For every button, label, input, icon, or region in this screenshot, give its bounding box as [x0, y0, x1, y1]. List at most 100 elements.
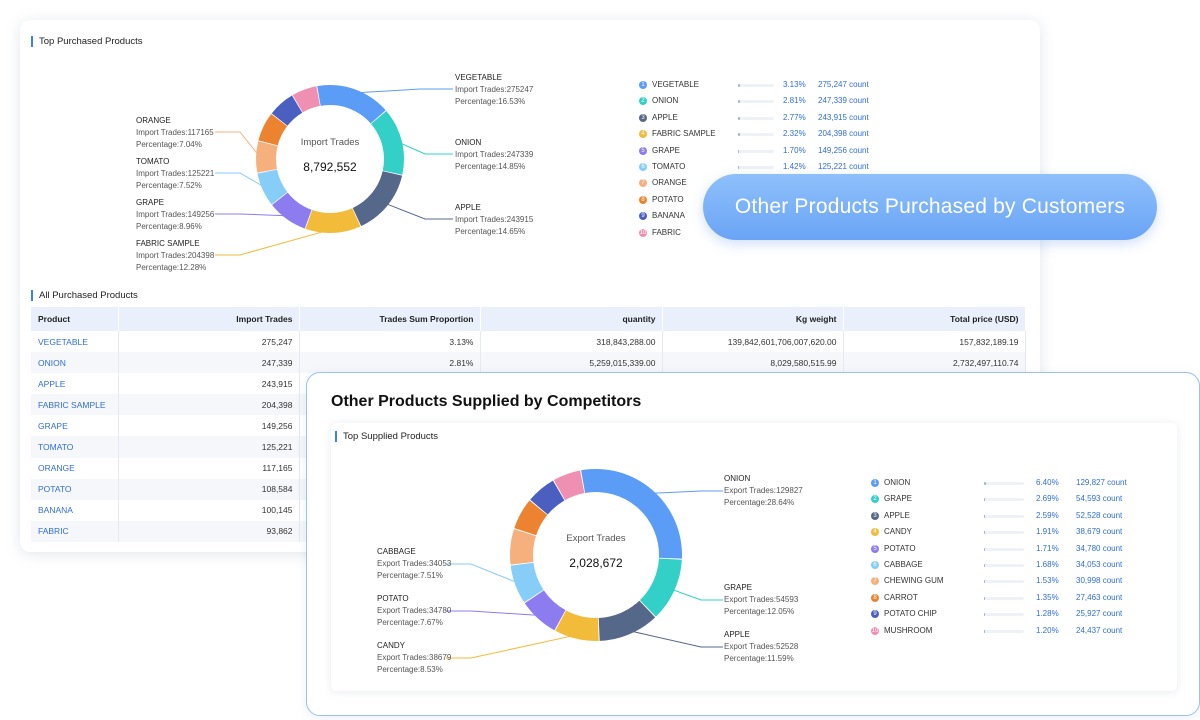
donut-slice-grape[interactable]: [639, 558, 682, 617]
legend-item[interactable]: 9 POTATO CHIP 1.28% 25,927 count: [871, 608, 1171, 624]
purchased-by-customers-banner[interactable]: Other Products Purchased by Customers: [703, 174, 1157, 240]
donut-slice-fabric-sample[interactable]: [305, 208, 361, 233]
legend-name: TOMATO: [652, 161, 686, 171]
legend-item[interactable]: 2 ONION 2.81% 247,339 count: [639, 95, 939, 111]
table-cell: 100,145: [118, 499, 300, 521]
legend-item[interactable]: 10 MUSHROOM 1.20% 24,437 count: [871, 625, 1171, 641]
legend-name: ONION: [652, 96, 679, 106]
share-bar-fill: [738, 133, 740, 137]
donut-slice-orange[interactable]: [255, 141, 278, 173]
share-bar: [984, 514, 1024, 518]
donut-slice-apple[interactable]: [352, 171, 403, 227]
product-link[interactable]: ORANGE: [31, 457, 119, 479]
legend-count: 27,463 count: [1076, 592, 1123, 602]
legend-item[interactable]: 5 POTATO 1.71% 34,780 count: [871, 543, 1171, 559]
product-link[interactable]: FABRIC: [31, 520, 119, 542]
callout-name: ONION: [455, 138, 482, 147]
legend-count: 243,915 count: [818, 112, 869, 122]
product-link[interactable]: FABRIC SAMPLE: [31, 394, 119, 416]
donut-slice-potato[interactable]: [258, 114, 288, 146]
legend-name: CARROT: [884, 592, 918, 602]
legend-percentage: 1.68%: [1036, 559, 1059, 569]
legend-count: 275,247 count: [818, 80, 869, 89]
product-link[interactable]: VEGETABLE: [31, 331, 119, 353]
donut-center-label: Export Trades: [566, 533, 625, 544]
donut-slice-banana[interactable]: [271, 95, 303, 126]
legend-item[interactable]: 4 CANDY 1.91% 38,679 count: [871, 526, 1171, 542]
legend-item[interactable]: 8 CARROT 1.35% 27,463 count: [871, 592, 1171, 608]
col-kg-weight[interactable]: Kg weight: [662, 307, 844, 331]
donut-slice-apple[interactable]: [598, 600, 656, 641]
donut-slice-chewing-gum[interactable]: [510, 529, 536, 565]
leader-line: [397, 141, 453, 155]
legend-item[interactable]: 6 TOMATO 1.42% 125,221 count: [639, 161, 939, 177]
donut-slice-fabric[interactable]: [292, 86, 321, 113]
share-bar-fill: [738, 116, 740, 120]
rank-badge: 10: [871, 626, 879, 635]
legend-item[interactable]: 4 FABRIC SAMPLE 2.32% 204,398 count: [639, 128, 939, 144]
callout-cabbage: CABBAGE Export Trades:34053 Percentage:7…: [377, 547, 452, 580]
legend-item[interactable]: 1 ONION 6.40% 129,827 count: [871, 477, 1171, 493]
rank-badge: 2: [639, 97, 647, 106]
donut-slice-potato-chip[interactable]: [530, 480, 565, 515]
donut-slice-vegetable[interactable]: [317, 84, 386, 124]
legend-percentage: 1.35%: [1036, 592, 1059, 602]
donut-slice-candy[interactable]: [555, 610, 599, 641]
share-bar-fill: [984, 563, 985, 567]
legend-name: GRAPE: [652, 145, 681, 155]
share-bar-fill: [984, 580, 985, 584]
product-link[interactable]: POTATO: [31, 478, 119, 500]
legend-percentage: 2.81%: [783, 96, 806, 106]
legend-percentage: 1.28%: [1036, 609, 1059, 619]
leader-line: [215, 228, 334, 256]
legend-percentage: 2.59%: [1036, 510, 1059, 520]
donut-slice-carrot[interactable]: [514, 500, 548, 536]
legend-percentage: 1.71%: [1036, 543, 1059, 553]
legend-count: 25,927 count: [1076, 609, 1123, 619]
table-cell: 149,256: [118, 415, 300, 437]
legend-name: POTATO CHIP: [884, 609, 937, 619]
legend-name: GRAPE: [884, 494, 913, 504]
share-bar: [984, 613, 1024, 617]
all-purchased-title: All Purchased Products: [31, 290, 138, 301]
table-cell: 108,584: [118, 478, 300, 500]
col-quantity[interactable]: quantity: [480, 307, 663, 331]
col-total-price[interactable]: Total price (USD): [843, 307, 1026, 331]
legend-count: 34,780 count: [1076, 543, 1123, 553]
legend-item[interactable]: 7 CHEWING GUM 1.53% 30,998 count: [871, 575, 1171, 591]
table-row[interactable]: ONION 247,339 2.81% 5,259,015,339.00 8,029,5…: [31, 352, 1026, 374]
product-link[interactable]: GRAPE: [31, 415, 119, 437]
donut-slice-onion[interactable]: [371, 110, 404, 175]
donut-slice-onion[interactable]: [581, 469, 683, 559]
legend-percentage: 2.69%: [1036, 494, 1059, 504]
product-link[interactable]: TOMATO: [31, 436, 119, 458]
table-row[interactable]: VEGETABLE 275,247 3.13% 318,843,288.00 139,8…: [31, 331, 1026, 353]
donut-slice-mushroom[interactable]: [553, 470, 585, 501]
legend-item[interactable]: 6 CABBAGE 1.68% 34,053 count: [871, 559, 1171, 575]
callout-apple: APPLE Import Trades:243915 Percentage:14…: [455, 203, 534, 236]
legend-item[interactable]: 1 VEGETABLE 3.13% 275,247 count: [639, 79, 939, 95]
share-bar: [738, 149, 774, 153]
product-link[interactable]: BANANA: [31, 499, 119, 521]
col-import-trades[interactable]: Import Trades: [118, 307, 300, 331]
legend-item[interactable]: 3 APPLE 2.77% 243,915 count: [639, 112, 939, 128]
legend-item[interactable]: 2 GRAPE 2.69% 54,593 count: [871, 493, 1171, 509]
table-cell: 275,247: [118, 331, 300, 353]
donut-slice-cabbage[interactable]: [510, 562, 544, 603]
product-link[interactable]: APPLE: [31, 373, 119, 395]
callout-onion: ONION Import Trades:247339 Percentage:14…: [455, 138, 534, 171]
callout-name: GRAPE: [724, 583, 753, 592]
donut-slice-tomato[interactable]: [257, 169, 288, 205]
legend-name: FABRIC: [652, 227, 681, 237]
col-product[interactable]: Product: [31, 307, 119, 331]
table-cell: 2.81%: [299, 352, 481, 374]
legend-count: 38,679 count: [1076, 527, 1123, 537]
legend-item[interactable]: 5 GRAPE 1.70% 149,256 count: [639, 145, 939, 161]
legend-item[interactable]: 3 APPLE 2.59% 52,528 count: [871, 510, 1171, 526]
product-link[interactable]: ONION: [31, 352, 119, 374]
legend-name: POTATO: [884, 543, 916, 553]
leader-line: [215, 131, 261, 158]
donut-slice-potato[interactable]: [524, 590, 566, 631]
donut-slice-grape[interactable]: [272, 192, 312, 229]
col-trades-proportion[interactable]: Trades Sum Proportion: [299, 307, 481, 331]
